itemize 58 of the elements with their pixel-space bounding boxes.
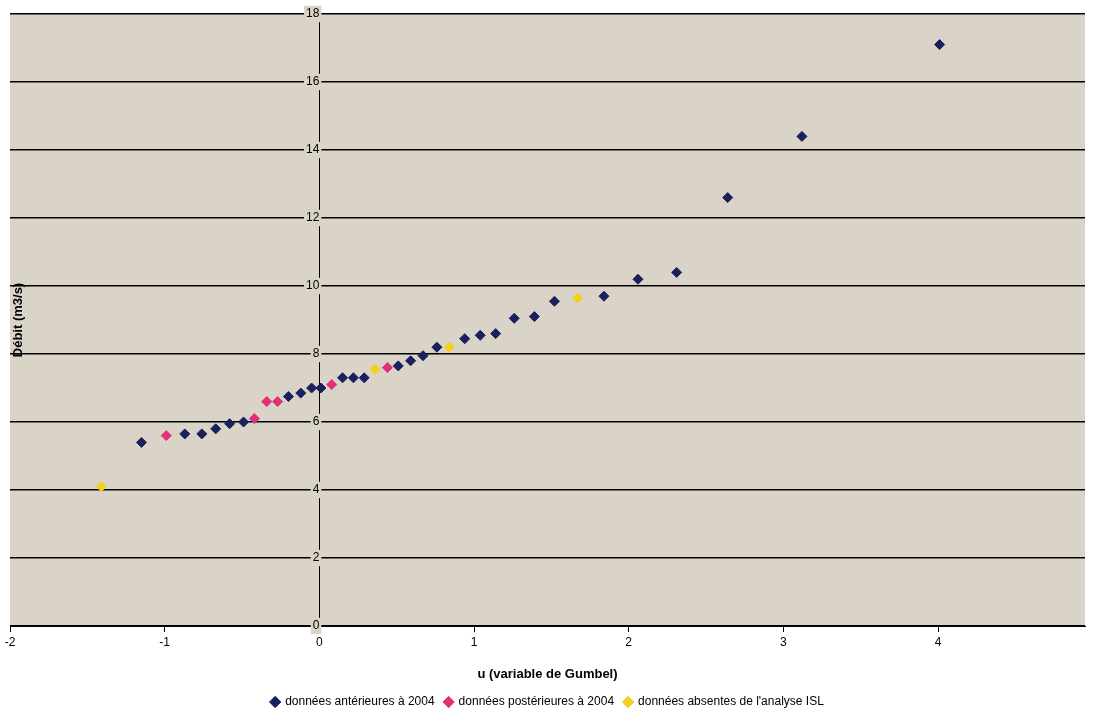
point [347,372,359,384]
point [135,436,147,448]
point [474,329,486,341]
point [248,413,260,425]
point [508,312,520,324]
point [443,341,455,353]
point [210,423,222,435]
point [490,328,502,340]
point [261,396,273,408]
x-axis-title: u (variable de Gumbel) [477,665,618,681]
y-tick-label: 0 [312,618,320,633]
x-tick-label: 2 [625,634,633,649]
x-tick-label: 3 [780,634,788,649]
point [95,481,107,493]
point [528,311,540,323]
y-tick-label: 10 [305,278,320,293]
point [796,130,808,142]
point [598,290,610,302]
point [369,363,381,375]
point [337,372,349,384]
y-tick-label: 14 [305,142,320,157]
point [671,266,683,278]
y-tick-label: 16 [305,74,320,89]
x-tick-label: 1 [470,634,478,649]
point [160,430,172,442]
y-tick-label: 18 [305,6,320,21]
point [295,387,307,399]
y-tick-label: 2 [312,550,320,565]
legend-label: données absentes de l'analyse ISL [638,694,825,709]
point [431,341,443,353]
y-tick-label: 12 [305,210,320,225]
point [572,292,584,304]
y-tick-label: 6 [312,414,320,429]
point [196,428,208,440]
point [224,418,236,430]
point [392,360,404,372]
point [326,379,338,391]
x-tick-label: -2 [4,634,16,649]
point [282,391,294,402]
point [272,396,284,408]
point [405,355,417,367]
y-tick-label: 8 [312,346,320,361]
point [722,192,734,204]
x-tick-label: 4 [934,634,942,649]
point [459,333,471,345]
y-tick-label: 4 [312,482,320,497]
point [632,273,644,285]
point [358,372,370,384]
point [548,295,560,307]
point [934,39,946,51]
legend-label: données antérieures à 2004 [285,694,435,709]
point [417,350,429,362]
x-tick-label: -1 [159,634,171,649]
point [238,416,250,428]
point [381,362,393,374]
legend-label: données postérieures à 2004 [458,694,615,709]
point [179,428,191,440]
point [315,382,327,394]
